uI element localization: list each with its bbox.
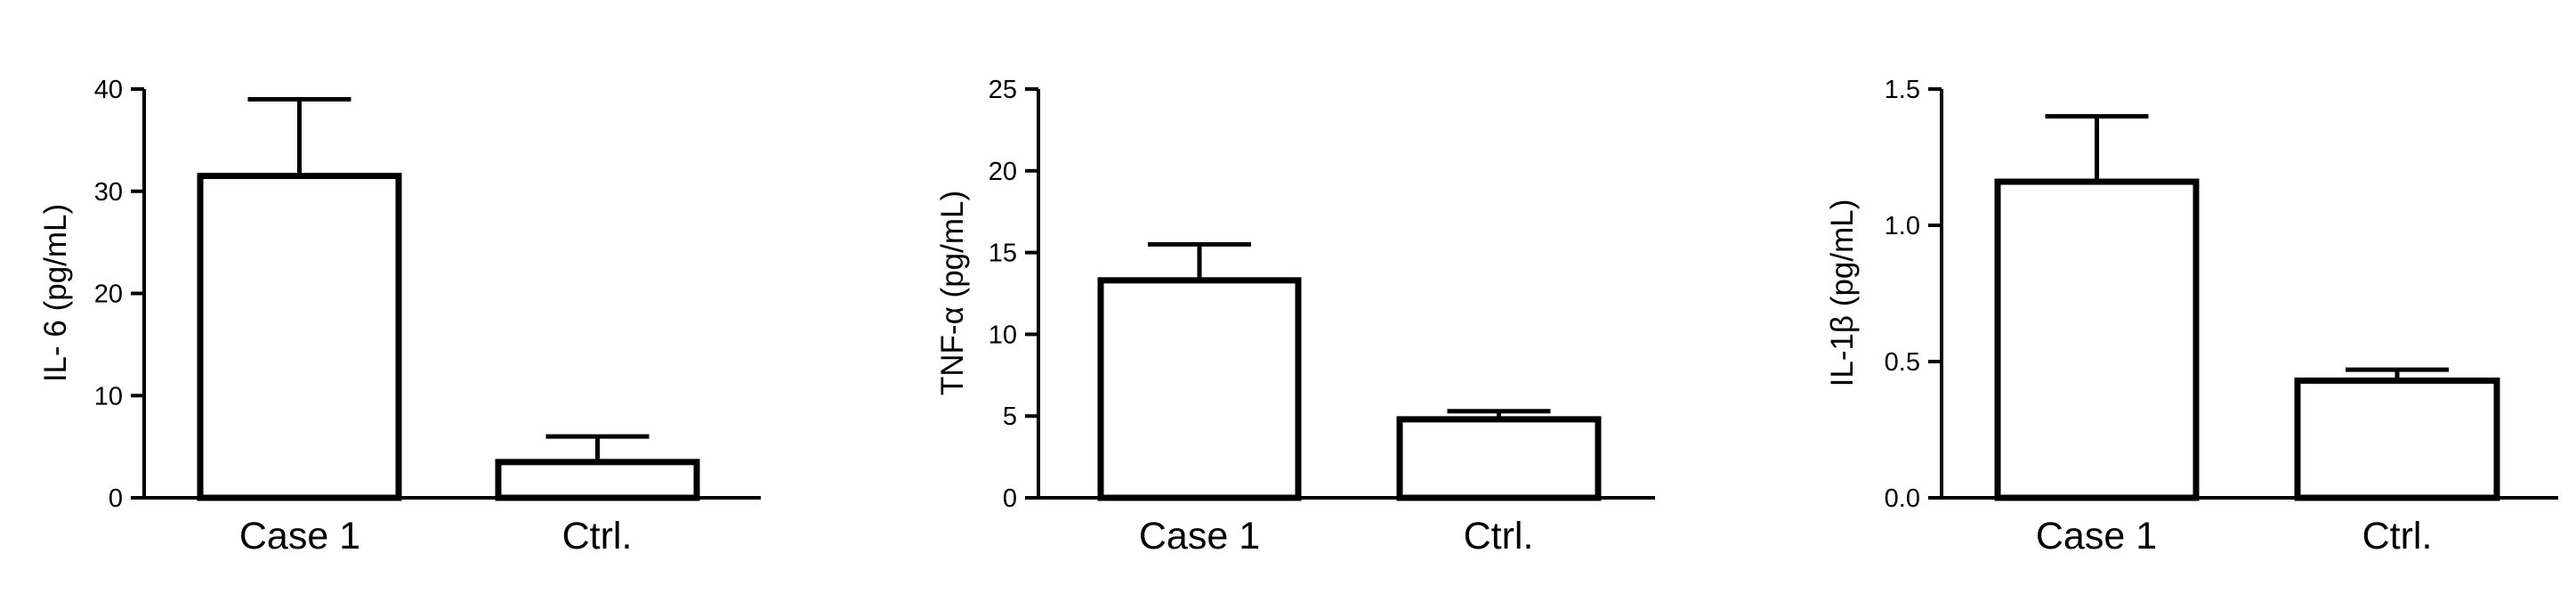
y-tick-label: 1.5 (1885, 76, 1920, 104)
y-tick-label: 40 (94, 76, 123, 104)
y-ticks: 0 10 20 30 40 (94, 76, 144, 513)
panel-tnf-alpha: 0 5 10 15 20 25 Case 1 Ctrl. TNF-α (pg/mL) (935, 76, 1655, 557)
x-labels: Case 1 Ctrl. (239, 515, 633, 557)
y-tick-label: 20 (94, 281, 123, 309)
x-tick-label: Case 1 (2036, 515, 2157, 557)
x-tick-label: Ctrl. (1464, 515, 1534, 557)
x-labels: Case 1 Ctrl. (2036, 515, 2433, 557)
y-ticks: 0.0 0.5 1.0 1.5 (1885, 76, 1942, 513)
y-tick-label: 0 (109, 484, 123, 513)
y-tick-label: 0.0 (1885, 484, 1920, 513)
x-tick-label: Ctrl. (562, 515, 633, 557)
y-axis-label: IL- 6 (pg/mL) (38, 204, 73, 382)
y-axis-label: TNF-α (pg/mL) (935, 191, 970, 395)
y-tick-label: 25 (989, 76, 1017, 104)
y-tick-label: 10 (94, 382, 123, 411)
bars (197, 96, 700, 501)
bars (1097, 241, 1602, 501)
y-tick-label: 30 (94, 178, 123, 207)
bar (1396, 416, 1602, 501)
y-tick-label: 20 (989, 158, 1017, 186)
x-labels: Case 1 Ctrl. (1139, 515, 1534, 557)
y-tick-label: 0.5 (1885, 348, 1920, 377)
bar (197, 173, 402, 501)
bar (495, 459, 700, 501)
x-tick-label: Case 1 (1139, 515, 1260, 557)
bar (1097, 277, 1302, 501)
y-tick-label: 0 (1003, 484, 1017, 513)
y-tick-label: 10 (989, 321, 1017, 349)
bars (1994, 114, 2500, 501)
x-tick-label: Ctrl. (2362, 515, 2433, 557)
panel-il6: 0 10 20 30 40 Case 1 Ctrl. IL- 6 (pg/mL) (38, 76, 761, 557)
y-tick-label: 15 (989, 240, 1017, 268)
bar (2294, 377, 2500, 501)
y-ticks: 0 5 10 15 20 25 (989, 76, 1038, 513)
bar (1994, 178, 2200, 501)
panel-il1-beta: 0.0 0.5 1.0 1.5 Case 1 Ctrl. IL-1β (pg/mL) (1825, 76, 2558, 557)
y-tick-label: 1.0 (1885, 212, 1920, 240)
x-tick-label: Case 1 (239, 515, 360, 557)
y-tick-label: 5 (1003, 403, 1017, 431)
y-axis-label: IL-1β (pg/mL) (1825, 199, 1860, 387)
